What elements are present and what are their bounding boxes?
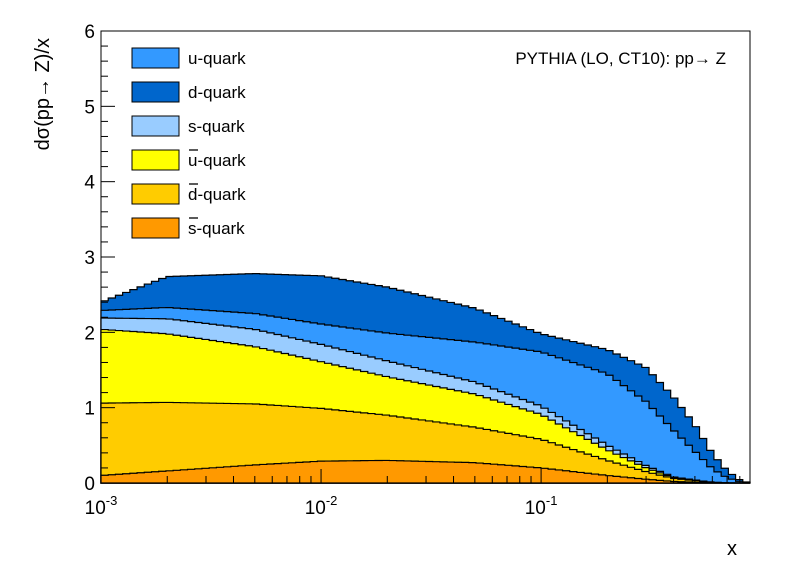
y-tick-label: 3: [84, 248, 95, 269]
x-tick-label: 10-1: [525, 493, 558, 519]
legend-swatch-u-quark: [131, 47, 180, 69]
chart-annotation: PYTHIA (LO, CT10): pp→ Z: [515, 49, 726, 68]
area-s-quark: [100, 459, 750, 484]
x-tick-label: 10-3: [85, 493, 118, 519]
y-axis-ticks: 0 1 2 3 4 5 6: [84, 22, 115, 495]
x-axis-ticks: 10-3 10-2 10-1: [85, 469, 741, 519]
legend-swatch-s-quark: [131, 115, 180, 137]
y-axis-title: dσ(pp→ Z)/x: [32, 38, 54, 150]
stacked-areas: [100, 273, 751, 484]
legend-label-u-quark: u-quark: [188, 49, 246, 68]
legend-label-s-quark: s-quark: [188, 117, 245, 136]
x-tick-label: 10-2: [305, 493, 338, 519]
legend: u-quark d-quark s-quark u-quark d-quark s-qua…: [131, 47, 246, 239]
legend-swatch-u-quark-bar: [131, 149, 180, 171]
y-tick-label: 6: [84, 22, 95, 43]
y-tick-label: 4: [84, 173, 95, 194]
legend-label-s-quark-bar: s-quark: [188, 219, 245, 238]
legend-swatch-d-quark: [131, 81, 180, 103]
legend-label-u-quark-bar: u-quark: [188, 151, 246, 170]
legend-label-d-quark-bar: d-quark: [188, 185, 246, 204]
x-axis-title: x: [727, 538, 737, 560]
y-tick-label: 1: [84, 399, 95, 420]
y-tick-label: 0: [84, 474, 95, 495]
area-d-quark-bar: [100, 401, 750, 484]
legend-label-d-quark: d-quark: [188, 83, 246, 102]
legend-swatch-s-quark-bar: [131, 217, 180, 239]
y-tick-label: 2: [84, 323, 95, 344]
y-tick-label: 5: [84, 97, 95, 118]
legend-swatch-d-quark-bar: [131, 183, 180, 205]
